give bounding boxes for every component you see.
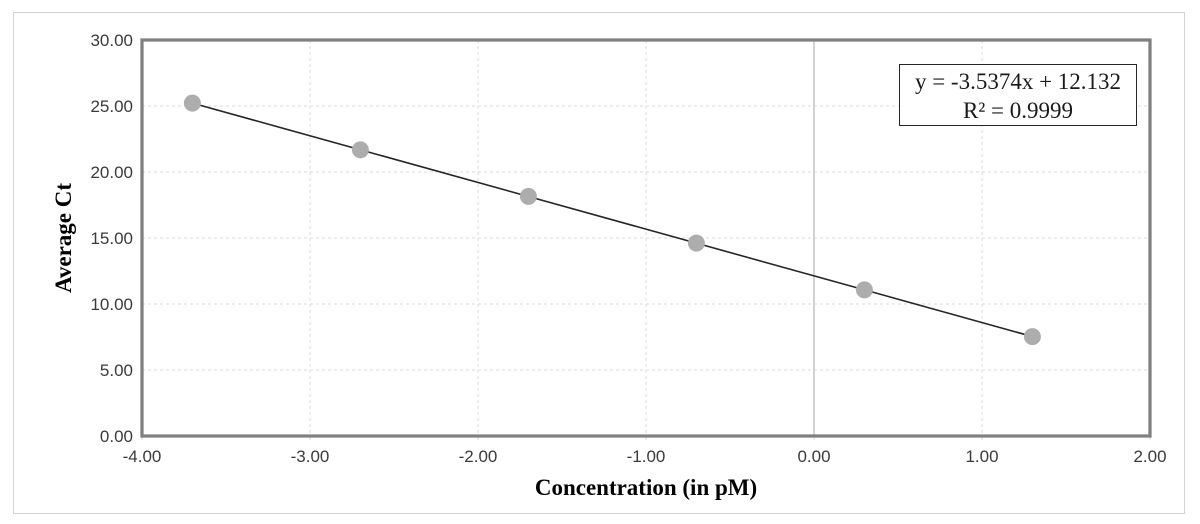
data-point xyxy=(687,234,705,252)
trendline-equation: y = -3.5374x + 12.132 xyxy=(914,69,1122,94)
x-tick-label: -3.00 xyxy=(291,447,330,466)
data-point xyxy=(519,187,537,205)
x-tick-label: 2.00 xyxy=(1133,447,1166,466)
y-tick-label: 5.00 xyxy=(100,361,133,380)
plot-border xyxy=(140,38,1152,438)
trendline-equation-box: y = -3.5374x + 12.132 R² = 0.9999 xyxy=(899,64,1137,126)
y-axis-title: Average Ct xyxy=(51,182,76,294)
x-tick-label: 0.00 xyxy=(797,447,830,466)
r-squared-value: R² = 0.9999 xyxy=(963,98,1073,123)
x-axis-title: Concentration (in pM) xyxy=(534,475,758,500)
y-tick-label: 20.00 xyxy=(90,163,133,182)
data-point xyxy=(855,281,873,299)
y-tick-label: 0.00 xyxy=(100,427,133,446)
y-tick-label: 30.00 xyxy=(90,31,133,50)
x-tick-label: -2.00 xyxy=(459,447,498,466)
y-tick-label: 25.00 xyxy=(90,97,133,116)
x-tick-label: -1.00 xyxy=(627,447,666,466)
trendline xyxy=(192,102,1033,338)
x-tick-label: -4.00 xyxy=(123,447,162,466)
data-point xyxy=(351,141,369,159)
data-point xyxy=(1023,328,1041,346)
y-tick-label: 10.00 xyxy=(90,295,133,314)
data-point xyxy=(183,94,201,112)
x-tick-label: 1.00 xyxy=(965,447,998,466)
y-tick-label: 15.00 xyxy=(90,229,133,248)
